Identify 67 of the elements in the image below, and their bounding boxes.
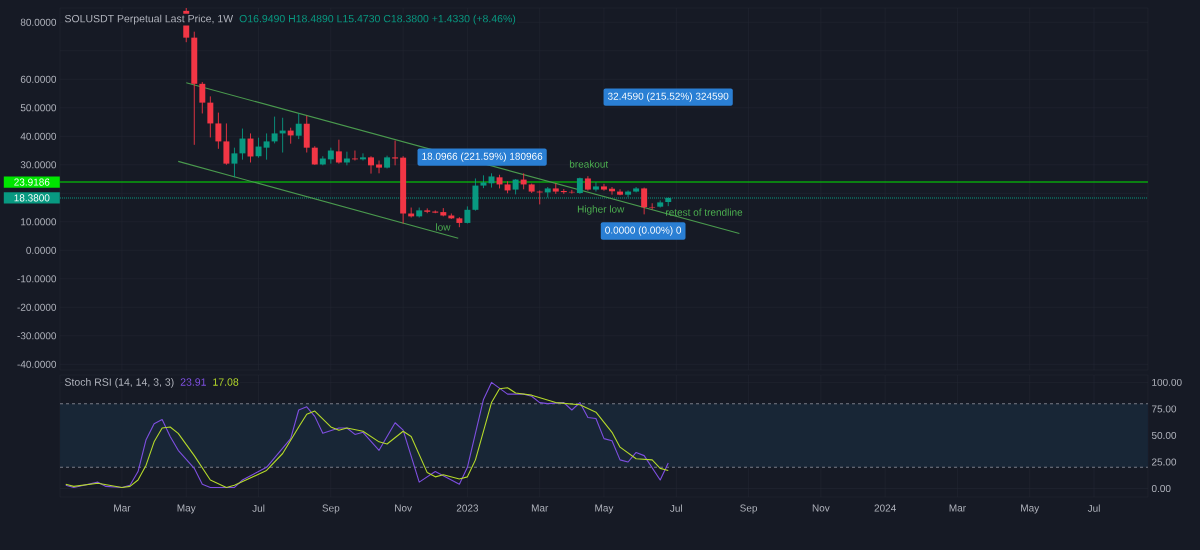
ref-line-label: 23.9186: [14, 178, 50, 186]
y-tick-label: 80.0000: [20, 18, 57, 26]
candlestick: [263, 132, 270, 161]
x-tick-label: May: [177, 504, 196, 514]
chart-title: Stoch RSI (14, 14, 3, 3): [64, 378, 174, 388]
y-tick-label: 40.0000: [20, 132, 57, 140]
candlestick: [392, 140, 399, 166]
candlestick: [215, 112, 222, 150]
x-tick-label: Mar: [949, 504, 966, 512]
y-tick-label: -30.0000: [17, 332, 57, 340]
candlestick: [376, 160, 383, 174]
annotation: 23.91: [180, 378, 206, 386]
x-tick-label: 2023: [456, 504, 479, 512]
y-tick-label: 0.00: [1151, 484, 1171, 493]
x-tick-label: Sep: [322, 504, 340, 514]
y-tick-label: 10.0000: [21, 218, 57, 226]
y-tick-label: 50.00: [1151, 431, 1177, 440]
annotation: low: [436, 223, 451, 231]
candlestick: [255, 137, 262, 159]
candlestick: [649, 202, 656, 210]
candlestick: [617, 188, 624, 196]
y-tick-label: 30.0000: [20, 161, 57, 169]
annotation: 17.08: [213, 378, 239, 386]
candlestick: [199, 81, 206, 114]
annotation: Higher low: [577, 205, 625, 215]
candlestick: [311, 145, 318, 166]
candlestick: [592, 181, 599, 193]
x-tick-label: 2024: [874, 504, 896, 512]
candlestick: [359, 152, 366, 161]
candlestick: [600, 183, 607, 192]
candlestick: [231, 147, 238, 178]
candlestick: [303, 115, 310, 153]
annotation: breakout: [569, 160, 609, 168]
text: SOLUSDT Perpetual Last Price, 1W: [64, 14, 234, 25]
x-tick-label: Nov: [812, 504, 830, 512]
y-tick-label: 0.0000: [26, 246, 57, 254]
y-tick-label: -20.0000: [17, 303, 57, 311]
x-tick-label: Jul: [670, 504, 682, 512]
x-tick-label: Jul: [1087, 504, 1100, 512]
x-tick-label: Sep: [740, 504, 758, 514]
text: O16.9490 H18.4890 L15.4730 C18.3800 +1.4330 (+8.46%): [239, 14, 516, 25]
x-tick-label: May: [595, 504, 614, 514]
x-tick-label: Mar: [531, 504, 549, 512]
candlestick: [295, 113, 302, 140]
y-tick-label: 100.00: [1152, 378, 1182, 386]
y-tick-label: 60.0000: [20, 75, 57, 83]
x-tick-label: Mar: [114, 504, 131, 512]
candlestick: [335, 139, 342, 165]
annotation: 18.0966 (221.59%) 180966: [422, 152, 543, 162]
x-tick-label: Nov: [395, 504, 412, 512]
y-tick-label: 25.00: [1151, 458, 1177, 466]
y-tick-label: 50.0000: [20, 104, 57, 112]
x-tick-label: May: [1021, 504, 1040, 514]
annotation: retest of trendline: [666, 208, 743, 216]
y-tick-label: -40.0000: [17, 360, 57, 368]
candlestick: [207, 95, 214, 138]
y-tick-label: 75.00: [1152, 405, 1177, 413]
candlestick: [271, 116, 278, 144]
annotation: 0.0000 (0.00%) 0: [605, 226, 682, 236]
y-tick-label: -10.0000: [17, 275, 57, 283]
candlestick: [239, 128, 246, 161]
ref-line-label: 18.3800: [14, 194, 50, 202]
x-tick-label: Jul: [252, 504, 265, 512]
candlestick: [223, 122, 230, 166]
annotation: 32.4590 (215.52%) 324590: [607, 92, 729, 102]
candlestick: [368, 155, 374, 175]
candlestick: [641, 187, 648, 215]
